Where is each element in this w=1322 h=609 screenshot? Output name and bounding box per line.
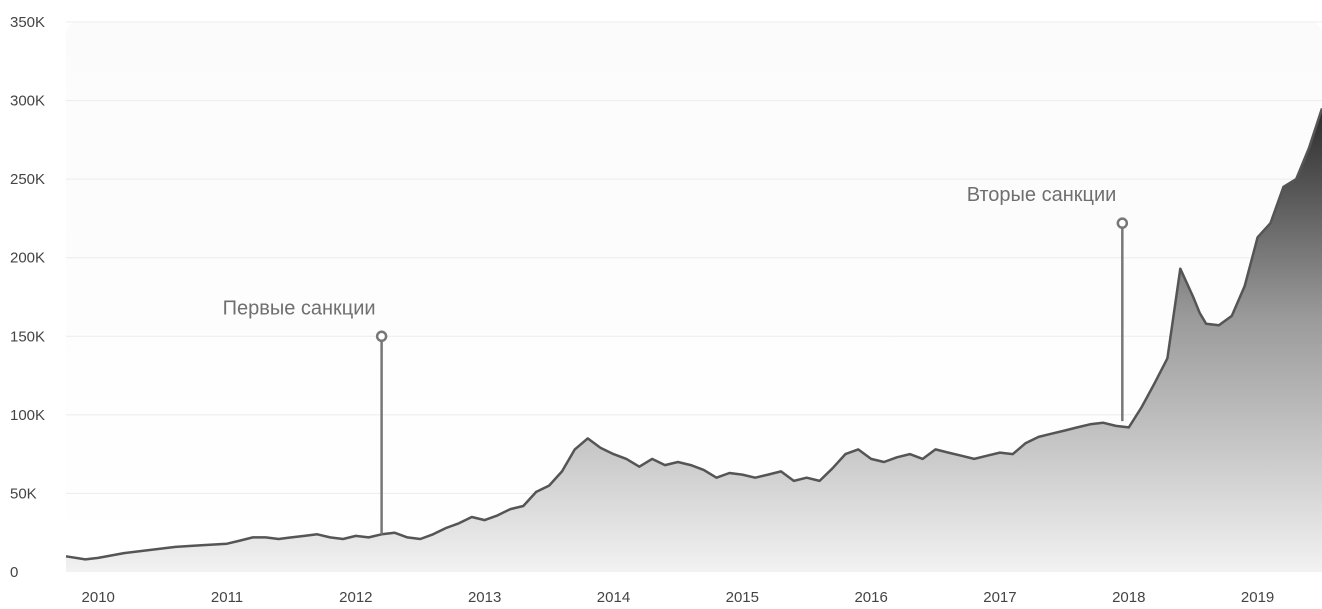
y-tick-label: 350K [10, 14, 45, 31]
x-tick-label: 2016 [854, 589, 887, 606]
x-tick-label: 2017 [983, 589, 1016, 606]
series-area [65, 108, 1322, 573]
series-line [65, 108, 1322, 561]
y-axis-ticks: 0 50K 100K 150K 200K 250K 300K 350K [10, 14, 45, 581]
x-tick-label: 2014 [597, 589, 630, 606]
x-tick-label: 2010 [82, 589, 115, 606]
x-tick-label: 2013 [468, 589, 501, 606]
series-area-fill [66, 108, 1322, 573]
plot-background [66, 22, 1322, 572]
y-tick-label: 200K [10, 250, 45, 267]
x-tick-label: 2011 [211, 589, 243, 606]
annotation-marker [375, 330, 388, 343]
annotation-label: Первые санкции [223, 297, 376, 319]
annotations: Первые санкции Вторые санкции [223, 184, 1129, 535]
x-axis-ticks: 2010 2011 2012 2013 2014 2015 2016 2017 2018 2019 [82, 589, 1275, 606]
y-tick-label: 250K [10, 171, 45, 188]
y-tick-label: 100K [10, 407, 45, 424]
x-tick-label: 2018 [1112, 589, 1145, 606]
y-tick-label: 50K [10, 485, 37, 502]
y-tick-label: 300K [10, 93, 45, 110]
y-tick-label: 150K [10, 328, 45, 345]
y-tick-label: 0 [10, 564, 18, 581]
x-tick-label: 2019 [1241, 589, 1274, 606]
annotation-marker [1116, 217, 1129, 229]
x-tick-label: 2015 [726, 589, 759, 606]
x-tick-label: 2012 [339, 589, 372, 606]
annotation-label: Вторые санкции [967, 184, 1117, 206]
